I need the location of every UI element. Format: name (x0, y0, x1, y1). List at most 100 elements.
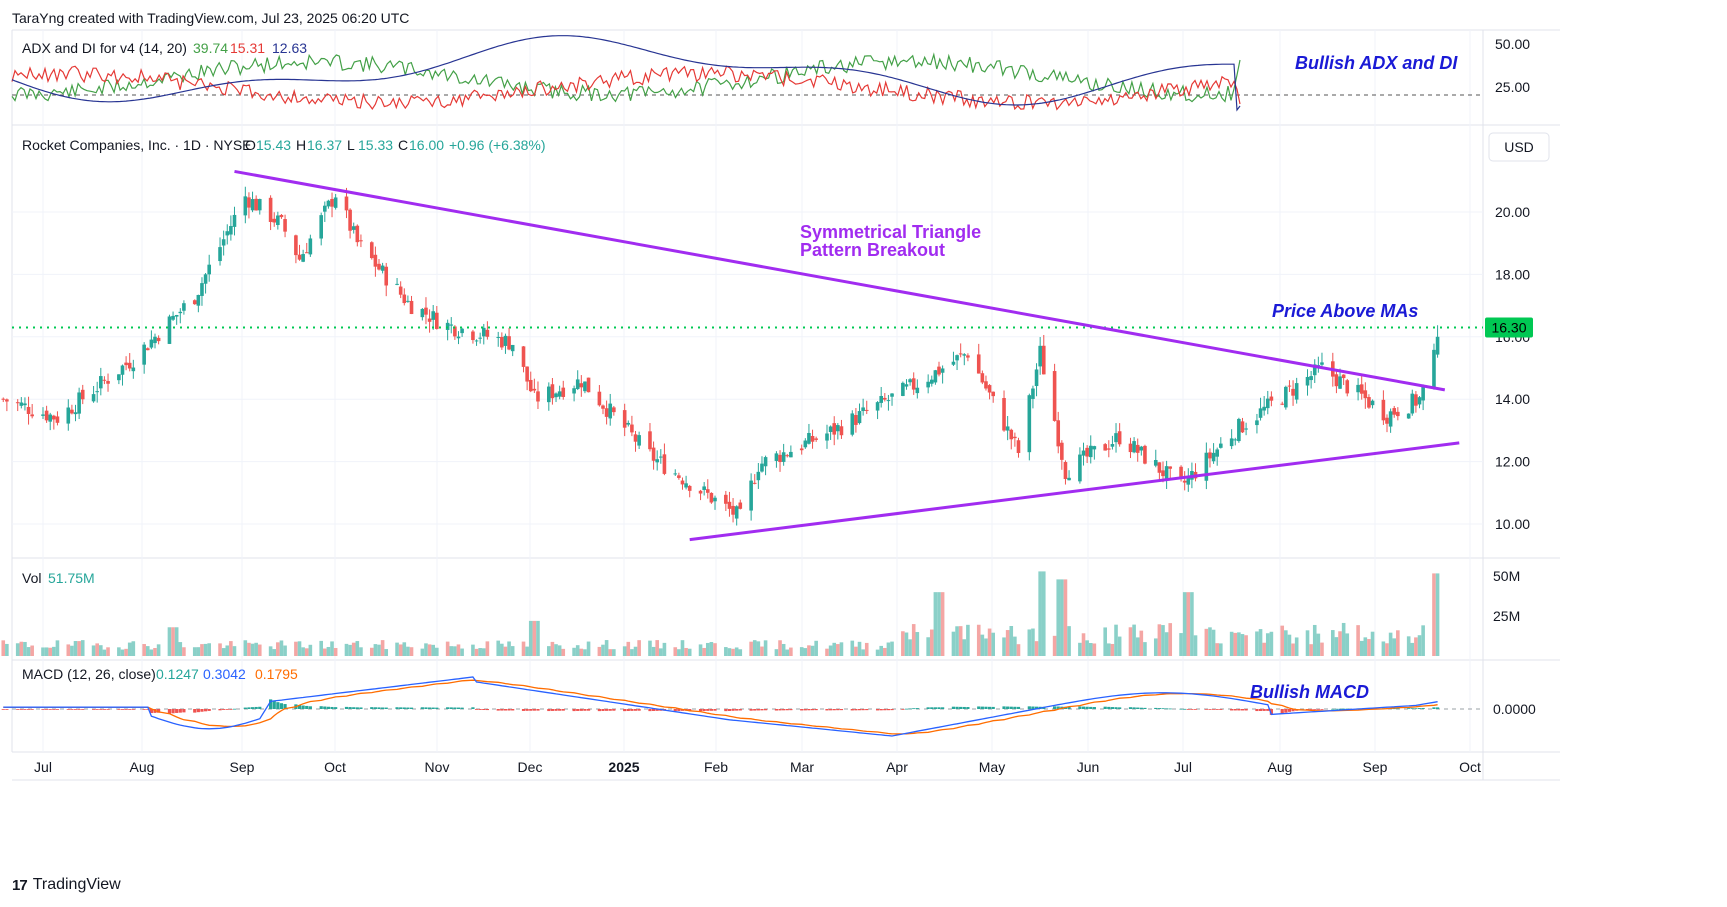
candle-body (1153, 460, 1158, 466)
macd-histogram-bar (1435, 707, 1440, 709)
volume-bar (1262, 642, 1266, 656)
volume-bar (1190, 592, 1194, 656)
time-axis-label: Apr (886, 759, 908, 775)
volume-bar (528, 620, 533, 656)
volume-bar (1381, 641, 1386, 656)
macd-histogram-bar (1168, 708, 1172, 710)
macd-histogram-bar (77, 709, 81, 710)
candle-body (196, 294, 201, 306)
macd-histogram-bar (283, 704, 287, 709)
candle-body (1410, 393, 1415, 414)
macd-histogram-bar (1331, 708, 1335, 710)
volume-bar (901, 631, 905, 656)
macd-histogram-bar (688, 709, 692, 711)
candle-body (369, 242, 374, 259)
volume-bar (1204, 628, 1209, 656)
time-axis-label: 2025 (608, 759, 639, 775)
time-axis-label: Mar (790, 759, 814, 775)
volume-bar (752, 640, 757, 656)
volume-bar (713, 643, 717, 656)
volume-bar (247, 642, 251, 656)
volume-bar (738, 649, 743, 656)
macd-histogram-bar (269, 699, 273, 709)
macd-histogram-bar (73, 709, 78, 710)
volume-bar (1114, 624, 1118, 656)
volume-bar (612, 649, 616, 656)
volume-bar (196, 647, 201, 656)
volume-bar (958, 626, 963, 656)
candle-body (583, 381, 587, 392)
candle-body (937, 366, 941, 375)
volume-value: 51.75M (48, 570, 95, 586)
candle-body (297, 254, 302, 260)
volume-bar (1367, 639, 1371, 656)
candle-body (785, 455, 790, 457)
volume-bar (510, 646, 515, 656)
volume-bar (182, 647, 186, 656)
candle-body (1067, 477, 1071, 481)
volume-bar (1002, 637, 1006, 656)
candle-body (153, 336, 157, 344)
candle-body (1244, 428, 1248, 430)
macd-histogram-bar (1056, 706, 1060, 709)
macd-histogram-bar (774, 709, 779, 711)
macd-histogram-bar (1244, 709, 1248, 711)
candle-body (247, 197, 251, 208)
macd-histogram-bar (554, 709, 558, 711)
volume-bar (1309, 644, 1313, 656)
time-axis-label: Nov (425, 759, 450, 775)
volume-bar (1016, 644, 1021, 656)
volume-bar (355, 641, 360, 656)
macd-histogram-bar (832, 709, 836, 711)
volume-bar (218, 643, 222, 656)
macd-histogram-bar (232, 708, 237, 710)
volume-bar (200, 644, 204, 656)
candle-body (586, 377, 591, 393)
macd-histogram-bar (1255, 709, 1259, 712)
volume-bar (297, 641, 302, 656)
volume-bar (323, 648, 327, 656)
candle-body (749, 480, 753, 511)
candle-body (651, 447, 656, 461)
volume-bar (781, 643, 786, 656)
candle-body (1432, 349, 1436, 388)
volume-bar (106, 647, 110, 656)
candle-body (680, 480, 685, 485)
ohlc-c-value: 16.00 (409, 137, 444, 153)
volume-bar (431, 644, 435, 656)
candle-body (171, 315, 175, 320)
tradingview-footer[interactable]: 17 TradingView (12, 876, 121, 894)
volume-bar (131, 641, 136, 656)
volume-bar (864, 642, 869, 656)
volume-bar (532, 620, 537, 656)
volume-bar (828, 645, 833, 656)
candle-body (52, 415, 56, 420)
macd-histogram-bar (1078, 706, 1082, 709)
candle-body (15, 402, 20, 404)
candle-body (1204, 452, 1209, 481)
candle-body (243, 196, 248, 216)
candle-body (756, 471, 761, 481)
candle-body (1435, 336, 1440, 355)
candle-body (1168, 466, 1173, 469)
adx-axis-label: 50.00 (1495, 36, 1530, 52)
candle-body (149, 339, 154, 348)
macd-histogram-bar (99, 709, 103, 710)
macd-histogram-bar (1031, 706, 1035, 709)
time-axis-label: Aug (130, 759, 155, 775)
candle-body (142, 344, 146, 365)
candle-body (124, 362, 128, 366)
candle-body (131, 367, 136, 372)
volume-bar (77, 641, 81, 656)
candle-body (987, 385, 992, 393)
candle-body (673, 473, 678, 475)
currency-label: USD (1504, 139, 1534, 155)
volume-bar (15, 643, 20, 656)
volume-bar (1063, 579, 1068, 656)
macd-histogram-bar (713, 709, 717, 711)
macd-histogram-bar (875, 709, 880, 711)
candle-body (908, 379, 912, 383)
macd-histogram-bar (597, 709, 601, 712)
